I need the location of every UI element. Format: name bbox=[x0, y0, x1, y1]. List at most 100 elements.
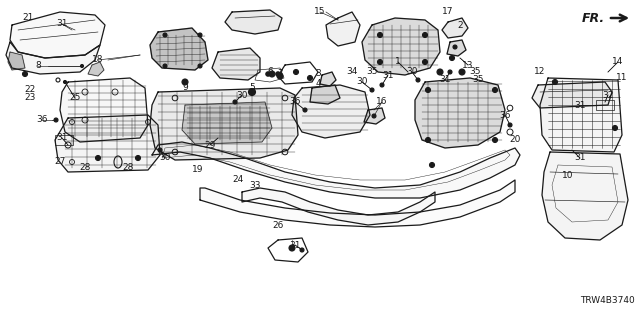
Text: 36: 36 bbox=[289, 98, 301, 107]
Polygon shape bbox=[532, 82, 612, 108]
Circle shape bbox=[81, 65, 83, 68]
Text: 31: 31 bbox=[574, 100, 586, 109]
Circle shape bbox=[437, 69, 443, 75]
Text: 34: 34 bbox=[346, 68, 358, 76]
Polygon shape bbox=[212, 48, 260, 80]
Circle shape bbox=[416, 78, 420, 82]
Circle shape bbox=[378, 33, 383, 37]
Polygon shape bbox=[442, 18, 468, 38]
Polygon shape bbox=[8, 52, 25, 70]
Text: 5: 5 bbox=[249, 84, 255, 92]
Circle shape bbox=[612, 125, 618, 131]
Circle shape bbox=[136, 156, 141, 161]
Text: 23: 23 bbox=[24, 93, 36, 102]
Text: 14: 14 bbox=[612, 58, 624, 67]
Text: 1: 1 bbox=[395, 58, 401, 67]
Text: 33: 33 bbox=[249, 180, 260, 189]
Polygon shape bbox=[150, 88, 298, 160]
Polygon shape bbox=[182, 102, 272, 144]
Text: 22: 22 bbox=[24, 85, 36, 94]
Polygon shape bbox=[55, 115, 160, 172]
Circle shape bbox=[54, 118, 58, 122]
Circle shape bbox=[453, 45, 457, 49]
Circle shape bbox=[429, 163, 435, 167]
Text: 30: 30 bbox=[356, 77, 368, 86]
Text: 26: 26 bbox=[272, 220, 284, 229]
Text: 10: 10 bbox=[563, 171, 573, 180]
Text: 8: 8 bbox=[35, 61, 41, 70]
Text: 12: 12 bbox=[534, 68, 546, 76]
Bar bbox=[596, 100, 614, 110]
Polygon shape bbox=[225, 10, 282, 34]
Text: 18: 18 bbox=[92, 55, 104, 65]
Text: 6: 6 bbox=[267, 68, 273, 76]
Circle shape bbox=[198, 64, 202, 68]
Text: 27: 27 bbox=[54, 157, 66, 166]
Text: 31: 31 bbox=[56, 20, 68, 28]
Text: 24: 24 bbox=[232, 175, 244, 185]
Circle shape bbox=[248, 89, 255, 95]
Polygon shape bbox=[60, 78, 148, 142]
Polygon shape bbox=[152, 142, 520, 198]
Text: 35: 35 bbox=[366, 68, 378, 76]
Text: 28: 28 bbox=[122, 164, 134, 172]
Circle shape bbox=[307, 76, 312, 81]
Circle shape bbox=[182, 79, 188, 85]
Circle shape bbox=[294, 69, 298, 75]
Circle shape bbox=[63, 81, 67, 84]
Text: 20: 20 bbox=[509, 135, 521, 145]
Text: 32: 32 bbox=[602, 91, 614, 100]
Text: 30: 30 bbox=[159, 154, 171, 163]
Polygon shape bbox=[200, 180, 515, 227]
Text: TRW4B3740: TRW4B3740 bbox=[580, 296, 635, 305]
Polygon shape bbox=[415, 78, 505, 148]
Text: 9: 9 bbox=[182, 83, 188, 92]
Circle shape bbox=[426, 138, 431, 142]
Circle shape bbox=[449, 55, 454, 60]
Circle shape bbox=[163, 64, 167, 68]
Text: 3: 3 bbox=[315, 69, 321, 78]
Polygon shape bbox=[540, 78, 622, 152]
Text: FR.: FR. bbox=[582, 12, 605, 25]
Polygon shape bbox=[320, 72, 336, 86]
Circle shape bbox=[422, 60, 428, 65]
Circle shape bbox=[158, 148, 162, 152]
Text: 11: 11 bbox=[616, 74, 628, 83]
Text: 31: 31 bbox=[574, 154, 586, 163]
Text: 31: 31 bbox=[289, 241, 301, 250]
Text: 35: 35 bbox=[472, 76, 484, 84]
Circle shape bbox=[372, 114, 376, 118]
Circle shape bbox=[300, 248, 304, 252]
Text: 4: 4 bbox=[315, 79, 321, 89]
Polygon shape bbox=[542, 152, 628, 240]
Text: 29: 29 bbox=[204, 140, 216, 149]
Text: 31: 31 bbox=[439, 76, 451, 84]
Circle shape bbox=[266, 72, 270, 76]
Text: 15: 15 bbox=[314, 7, 326, 17]
Text: 28: 28 bbox=[79, 164, 91, 172]
Circle shape bbox=[493, 87, 497, 92]
Circle shape bbox=[95, 156, 100, 161]
Circle shape bbox=[370, 88, 374, 92]
Circle shape bbox=[448, 70, 452, 74]
Polygon shape bbox=[10, 12, 105, 58]
Circle shape bbox=[378, 60, 383, 65]
Polygon shape bbox=[326, 12, 360, 46]
Circle shape bbox=[233, 100, 237, 104]
Text: 31: 31 bbox=[56, 133, 68, 142]
Text: 25: 25 bbox=[69, 93, 81, 102]
Circle shape bbox=[269, 71, 275, 77]
Circle shape bbox=[276, 72, 280, 76]
Circle shape bbox=[303, 108, 307, 112]
Polygon shape bbox=[88, 62, 104, 76]
Polygon shape bbox=[364, 108, 385, 124]
Circle shape bbox=[552, 79, 557, 84]
Circle shape bbox=[198, 33, 202, 37]
Text: 31: 31 bbox=[382, 70, 394, 79]
Circle shape bbox=[289, 245, 295, 251]
Text: 16: 16 bbox=[376, 98, 388, 107]
Text: 30: 30 bbox=[236, 91, 248, 100]
Circle shape bbox=[508, 123, 512, 127]
Polygon shape bbox=[150, 28, 208, 70]
Text: 21: 21 bbox=[22, 13, 34, 22]
